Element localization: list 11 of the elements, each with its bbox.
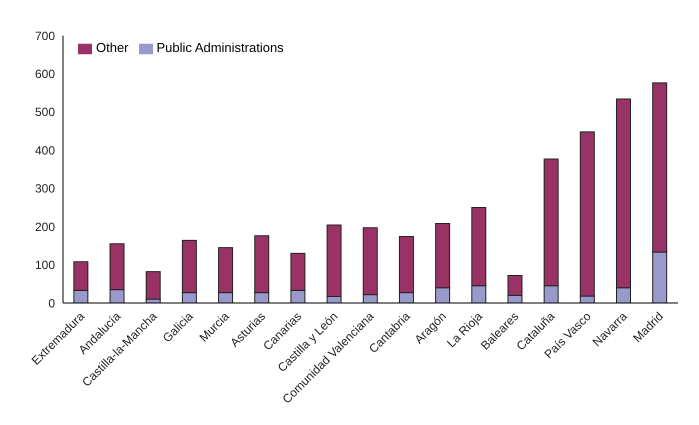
legend-label: Other	[96, 40, 129, 55]
y-tick-label: 400	[34, 143, 56, 158]
bar	[146, 271, 161, 300]
y-tick-label: 700	[34, 28, 56, 43]
y-tick-label: 600	[34, 67, 56, 82]
y-tick-label: 500	[34, 105, 56, 120]
legend-label: Public Administrations	[156, 40, 284, 55]
y-tick-label: 100	[34, 258, 56, 272]
y-tick-label: 200	[34, 220, 56, 234]
y-tick-label: 300	[34, 182, 56, 196]
y-tick-label: 0	[48, 296, 56, 310]
